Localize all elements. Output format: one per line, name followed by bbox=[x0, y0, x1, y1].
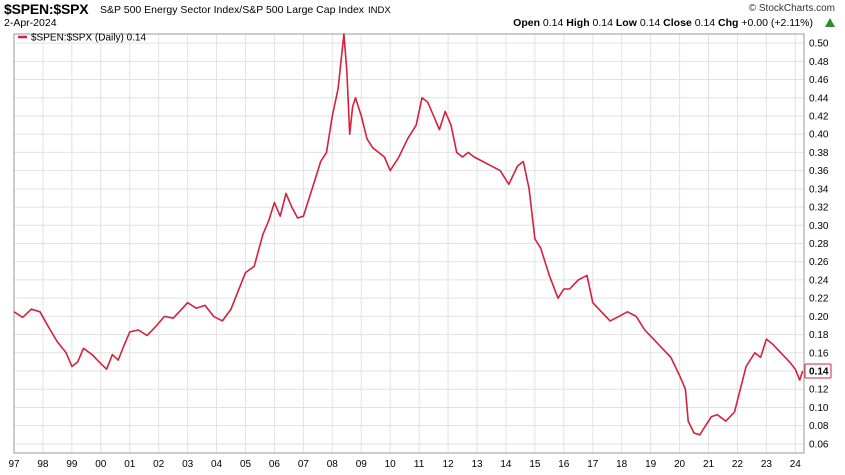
y-tick-label: 0.18 bbox=[809, 330, 829, 341]
exchange-label: INDX bbox=[368, 5, 391, 16]
y-axis: 0.06 0.08 0.10 0.12 0.14 0.16 0.18 0.20 0.22 0.24… bbox=[809, 39, 829, 451]
high-value: 0.14 bbox=[592, 17, 613, 29]
y-tick-label: 0.48 bbox=[809, 57, 829, 68]
chg-value: +0.00 (+2.11%) bbox=[741, 17, 813, 29]
series-line bbox=[13, 33, 804, 436]
y-tick-label: 0.16 bbox=[809, 348, 829, 359]
y-tick-label: 0.40 bbox=[809, 130, 829, 141]
y-tick-label: 0.36 bbox=[809, 166, 829, 177]
legend: $SPEN:$SPX (Daily) 0.14 bbox=[18, 33, 146, 44]
x-tick-label: 05 bbox=[240, 459, 252, 470]
y-tick-label: 0.30 bbox=[809, 221, 829, 232]
x-tick-label: 23 bbox=[761, 459, 773, 470]
close-label: Close bbox=[663, 17, 692, 29]
x-tick-label: 20 bbox=[674, 459, 686, 470]
y-tick-label: 0.08 bbox=[809, 421, 829, 432]
x-tick-label: 10 bbox=[385, 459, 397, 470]
x-tick-label: 11 bbox=[414, 459, 425, 470]
x-tick-label: 08 bbox=[327, 459, 339, 470]
high-label: High bbox=[566, 17, 590, 29]
x-tick-label: 00 bbox=[95, 459, 107, 470]
y-tick-label: 0.46 bbox=[809, 75, 829, 86]
last-value-marker: 0.14 bbox=[804, 363, 832, 379]
y-tick-label: 0.26 bbox=[809, 257, 829, 268]
x-tick-label: 14 bbox=[500, 459, 512, 470]
description-text: S&P 500 Energy Sector Index/S&P 500 Larg… bbox=[100, 4, 365, 16]
x-tick-label: 15 bbox=[529, 459, 541, 470]
x-tick-label: 12 bbox=[443, 459, 455, 470]
legend-label: $SPEN:$SPX (Daily) 0.14 bbox=[31, 33, 146, 44]
x-tick-label: 04 bbox=[211, 459, 223, 470]
quote-date: 2-Apr-2024 bbox=[4, 17, 57, 29]
x-tick-label: 97 bbox=[8, 459, 20, 470]
symbol-title: $SPEN:$SPX bbox=[4, 1, 89, 17]
low-value: 0.14 bbox=[639, 17, 661, 29]
low-label: Low bbox=[615, 17, 637, 29]
x-tick-label: 24 bbox=[790, 459, 802, 470]
plot-frame bbox=[13, 33, 805, 454]
y-tick-label: 0.38 bbox=[809, 148, 829, 159]
last-value-text: 0.14 bbox=[809, 367, 829, 378]
y-tick-label: 0.50 bbox=[809, 39, 829, 50]
x-axis: 97 98 99 00 01 02 03 04 05 06 07 08 09 10 11 12 13 14 15 16… bbox=[8, 459, 801, 470]
close-value: 0.14 bbox=[694, 17, 716, 29]
x-tick-label: 13 bbox=[471, 459, 483, 470]
x-tick-label: 01 bbox=[124, 459, 136, 470]
quote-summary: Open 0.14 High 0.14 Low 0.14 Close 0.14 … bbox=[513, 17, 813, 29]
copyright-link[interactable]: © StockCharts.com bbox=[748, 3, 835, 14]
x-tick-label: 07 bbox=[298, 459, 310, 470]
y-tick-label: 0.10 bbox=[809, 403, 829, 414]
chart-header: $SPEN:$SPX S&P 500 Energy Sector Index/S… bbox=[0, 0, 845, 34]
y-tick-label: 0.42 bbox=[809, 111, 829, 122]
last-value-box bbox=[804, 363, 832, 379]
y-tick-label: 0.44 bbox=[809, 93, 829, 104]
x-tick-label: 09 bbox=[356, 459, 368, 470]
x-tick-label: 03 bbox=[182, 459, 194, 470]
x-tick-label: 17 bbox=[587, 459, 599, 470]
x-tick-label: 99 bbox=[66, 459, 78, 470]
x-tick-label: 22 bbox=[732, 459, 744, 470]
x-tick-label: 21 bbox=[703, 459, 715, 470]
y-tick-label: 0.06 bbox=[809, 439, 829, 450]
y-tick-label: 0.32 bbox=[809, 203, 829, 214]
x-tick-label: 02 bbox=[153, 459, 165, 470]
chg-label: Chg bbox=[718, 17, 739, 29]
y-tick-label: 0.12 bbox=[809, 385, 829, 396]
open-label: Open bbox=[513, 17, 540, 29]
y-tick-label: 0.28 bbox=[809, 239, 829, 250]
x-tick-label: 06 bbox=[269, 459, 281, 470]
x-tick-label: 18 bbox=[616, 459, 628, 470]
y-tick-label: 0.24 bbox=[809, 275, 829, 286]
open-value: 0.14 bbox=[542, 17, 564, 29]
y-tick-label: 0.22 bbox=[809, 294, 829, 305]
y-tick-label: 0.34 bbox=[809, 184, 829, 195]
x-tick-label: 19 bbox=[645, 459, 657, 470]
x-tick-label: 98 bbox=[37, 459, 49, 470]
symbol-description: S&P 500 Energy Sector Index/S&P 500 Larg… bbox=[100, 4, 391, 16]
x-tick-label: 16 bbox=[558, 459, 570, 470]
y-tick-label: 0.20 bbox=[809, 312, 829, 323]
triangle-up-icon bbox=[825, 18, 835, 27]
